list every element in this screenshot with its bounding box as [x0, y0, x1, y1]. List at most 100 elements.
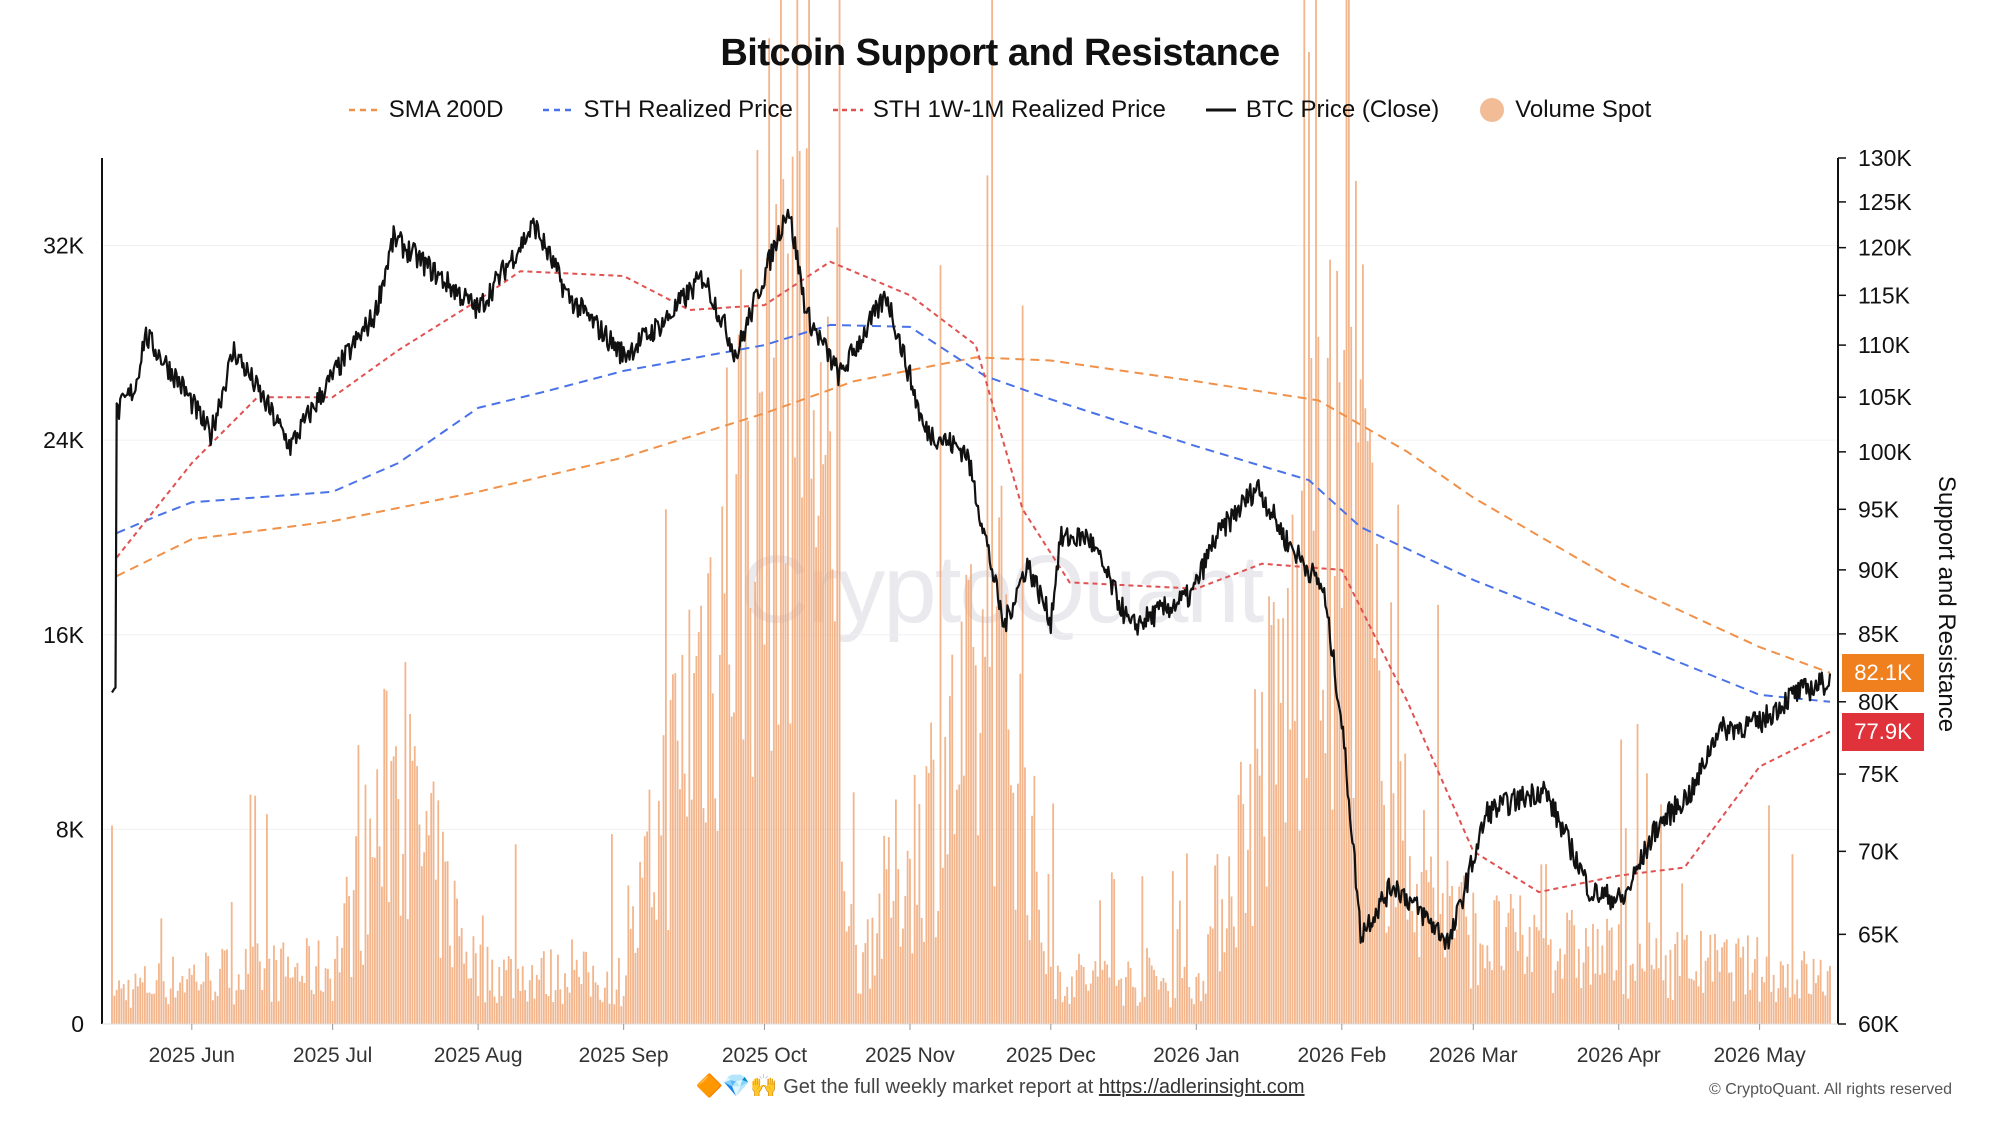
- volume-bar: [1106, 964, 1109, 1024]
- volume-bar: [1350, 326, 1353, 1024]
- volume-bar: [1641, 968, 1644, 1024]
- volume-bar: [1655, 938, 1658, 1024]
- volume-bar: [629, 929, 632, 1024]
- volume-bar: [1742, 946, 1745, 1024]
- volume-bar: [1761, 976, 1763, 1024]
- volume-bar: [885, 869, 888, 1024]
- volume-bar: [1784, 987, 1787, 1024]
- volume-bar: [1291, 514, 1294, 1024]
- volume-bar: [244, 948, 247, 1024]
- volume-bar: [1017, 783, 1019, 1024]
- volume-bar: [1615, 970, 1618, 1024]
- volume-bar: [294, 967, 296, 1024]
- volume-bar: [327, 969, 329, 1024]
- volume-bar: [1181, 978, 1184, 1024]
- volume-bar: [981, 609, 984, 1024]
- volume-bar: [941, 867, 944, 1024]
- volume-bar: [897, 869, 900, 1024]
- legend-item-btc[interactable]: BTC Price (Close): [1205, 96, 1439, 124]
- volume-bar: [1810, 994, 1813, 1024]
- volume-bar: [1366, 441, 1369, 1024]
- volume-bar: [1127, 961, 1130, 1024]
- volume-bar: [369, 818, 372, 1024]
- volume-bar: [672, 674, 674, 1024]
- volume-bar: [911, 953, 914, 1024]
- volume-bar: [120, 988, 123, 1024]
- volume-bar: [946, 854, 949, 1024]
- volume-bar: [1437, 604, 1439, 1024]
- volume-bar: [493, 996, 496, 1024]
- volume-bar: [1404, 753, 1407, 1024]
- volume-bar: [411, 760, 414, 1024]
- volume-bar: [552, 1002, 555, 1024]
- volume-bar: [1049, 966, 1052, 1024]
- volume-bar: [1566, 912, 1569, 1024]
- volume-bar: [427, 835, 430, 1024]
- volume-bar: [186, 979, 189, 1024]
- footer-link[interactable]: https://adlerinsight.com: [1098, 1076, 1305, 1098]
- legend-label-volume: Volume Spot: [1515, 96, 1652, 123]
- footer-emoji-icons: 🔶💎🙌: [695, 1073, 778, 1098]
- volume-bar: [1113, 879, 1116, 1024]
- legend: SMA 200D STH Realized Price STH 1W-1M Re…: [0, 96, 2000, 124]
- volume-bar: [1066, 986, 1069, 1024]
- volume-bar: [566, 987, 569, 1024]
- volume-bar: [1392, 793, 1395, 1024]
- y-right-tick-label: 110K: [1858, 332, 1911, 358]
- volume-bar: [669, 699, 672, 1024]
- volume-bar: [686, 816, 688, 1024]
- volume-bar: [242, 989, 245, 1024]
- volume-bar: [1704, 960, 1707, 1024]
- volume-bar: [399, 915, 402, 1024]
- volume-bar: [1343, 349, 1346, 1024]
- volume-bar: [1164, 982, 1167, 1024]
- volume-bar: [1610, 927, 1613, 1024]
- volume-bar: [920, 917, 923, 1024]
- legend-item-sma[interactable]: SMA 200D: [348, 96, 503, 124]
- volume-bar: [702, 808, 705, 1024]
- volume-bar: [233, 1004, 235, 1024]
- volume-bar: [240, 989, 242, 1024]
- volume-bar: [564, 973, 566, 1024]
- volume-bar: [1230, 896, 1233, 1024]
- volume-bar: [463, 963, 465, 1024]
- volume-bar: [991, 0, 994, 1024]
- volume-bar: [481, 915, 484, 1024]
- volume-bar: [1021, 305, 1024, 1024]
- volume-bar: [737, 334, 740, 1024]
- volume-bar: [500, 996, 503, 1024]
- volume-bar: [388, 902, 390, 1024]
- volume-bar: [319, 990, 322, 1024]
- volume-bar: [1244, 912, 1247, 1024]
- x-tick-label: 2025 Dec: [1006, 1044, 1096, 1067]
- volume-bar: [134, 973, 137, 1024]
- volume-bar: [1692, 980, 1695, 1024]
- volume-bar: [1711, 981, 1714, 1024]
- legend-swatch-sth-1w1m: [832, 108, 863, 112]
- volume-bar: [568, 992, 571, 1024]
- volume-bar: [113, 995, 116, 1024]
- volume-bar: [1685, 934, 1688, 1024]
- volume-bar: [1556, 961, 1559, 1024]
- volume-bar: [1420, 872, 1423, 1024]
- volume-bar: [1319, 720, 1322, 1024]
- legend-item-sth[interactable]: STH Realized Price: [543, 96, 793, 124]
- legend-swatch-sth: [543, 108, 574, 112]
- volume-bar: [315, 966, 318, 1024]
- volume-bar: [864, 943, 867, 1024]
- volume-bar: [1470, 988, 1472, 1024]
- volume-bar: [373, 857, 376, 1024]
- volume-bar: [1345, 0, 1348, 1024]
- volume-bar: [413, 746, 416, 1024]
- legend-item-volume[interactable]: Volume Spot: [1479, 96, 1651, 124]
- legend-item-sth-1w1m[interactable]: STH 1W-1M Realized Price: [832, 96, 1166, 124]
- volume-bar: [1718, 971, 1721, 1024]
- volume-bar: [172, 956, 174, 1024]
- volume-bar: [1115, 985, 1118, 1024]
- volume-bar: [1643, 971, 1646, 1024]
- volume-bar: [1671, 999, 1674, 1024]
- volume-bar: [1552, 993, 1554, 1024]
- sth-1w1m-value-badge: 77.9K: [1842, 712, 1924, 751]
- volume-bar: [632, 906, 634, 1024]
- volume-bar: [362, 964, 365, 1024]
